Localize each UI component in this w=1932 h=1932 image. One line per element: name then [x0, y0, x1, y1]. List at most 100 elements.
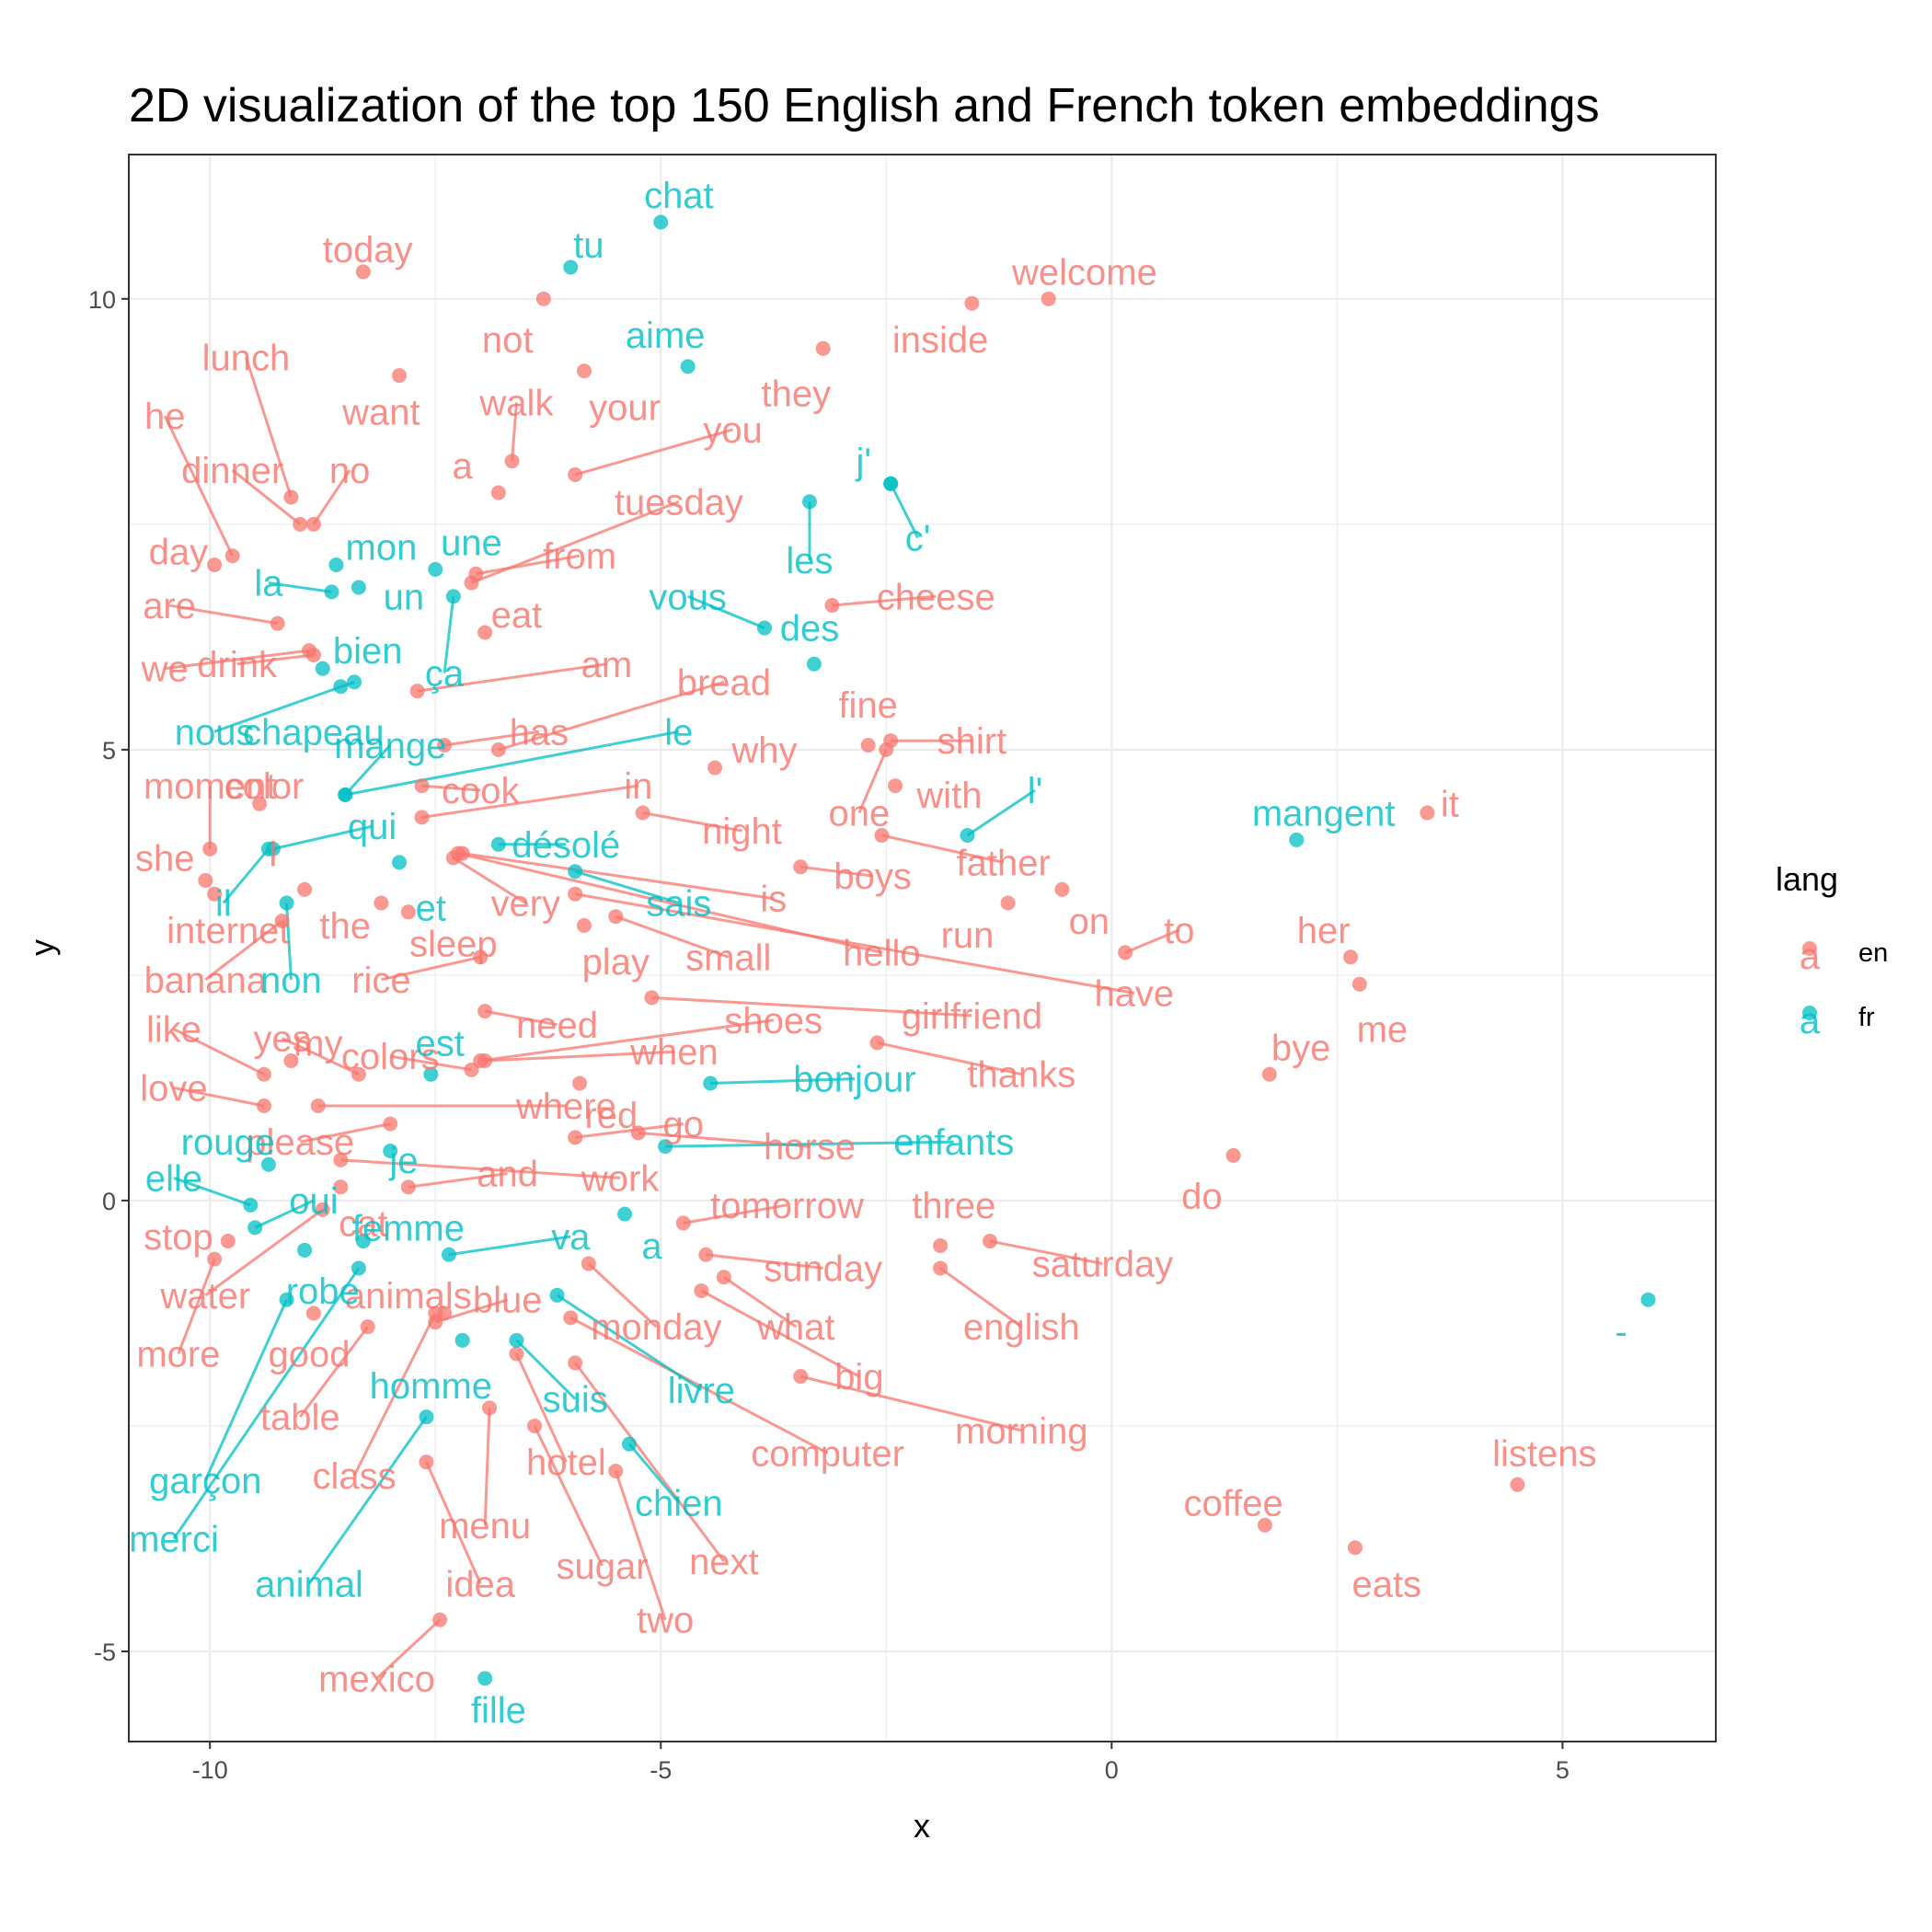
data-point-en — [527, 1418, 543, 1433]
data-point-fr — [563, 259, 579, 275]
point-label-en: blue — [473, 1281, 543, 1321]
label-connector — [222, 847, 270, 904]
data-point-en — [793, 1369, 809, 1385]
label-connector — [307, 1416, 428, 1585]
data-point-en — [1343, 949, 1359, 965]
point-label-en: is — [760, 880, 787, 920]
label-connector — [173, 1177, 251, 1207]
point-label-en: sugar — [557, 1547, 649, 1587]
label-connector — [453, 857, 527, 904]
point-label-fr: sais — [646, 883, 711, 924]
point-label-en: your — [589, 387, 661, 428]
point-label-en: stop — [144, 1217, 213, 1258]
point-label-en: lunch — [202, 339, 291, 379]
point-label-en: one — [829, 793, 891, 834]
label-connector — [168, 604, 278, 626]
data-point-fr — [568, 864, 583, 880]
point-label-fr: rouge — [181, 1122, 275, 1163]
label-connector — [1124, 928, 1180, 954]
label-connector — [299, 1122, 391, 1144]
data-point-en — [473, 949, 489, 965]
point-label-en: fine — [838, 685, 898, 726]
label-connector — [515, 1352, 568, 1463]
data-point-fr — [454, 1332, 470, 1348]
data-point-en — [1000, 895, 1016, 911]
point-label-en: today — [323, 230, 413, 270]
data-point-en — [608, 1463, 624, 1478]
label-connector — [710, 1077, 856, 1086]
point-label-en: english — [963, 1307, 1080, 1348]
point-label-fr: un — [384, 577, 425, 617]
data-point-fr — [260, 1156, 276, 1172]
point-label-fr: l' — [1028, 771, 1043, 811]
data-point-fr — [315, 661, 330, 676]
data-point-en — [504, 454, 520, 469]
label-connector — [340, 1158, 621, 1179]
data-point-en — [1510, 1477, 1525, 1492]
point-label-en: tuesday — [615, 482, 743, 523]
point-label-en: monday — [591, 1307, 721, 1348]
label-connector — [272, 824, 373, 851]
label-connector — [966, 788, 1036, 837]
label-connector — [480, 1018, 774, 1063]
point-label-en: like — [146, 1010, 201, 1051]
data-point-en — [224, 548, 240, 564]
point-label-fr: qui — [348, 807, 397, 847]
label-connector — [462, 852, 774, 901]
data-point-en — [464, 1062, 479, 1077]
point-label-fr: vous — [649, 577, 727, 617]
point-label-en: horse — [764, 1127, 856, 1167]
label-connector — [421, 784, 638, 819]
point-label-fr: merci — [129, 1519, 219, 1559]
data-point-fr — [279, 1292, 294, 1307]
point-label-en: good — [269, 1335, 351, 1375]
point-label-en: want — [341, 392, 420, 432]
point-label-en: two — [637, 1601, 694, 1641]
data-point-en — [333, 1179, 349, 1195]
data-point-en — [351, 1066, 366, 1082]
data-point-en — [888, 778, 903, 794]
point-label-en: eats — [1351, 1564, 1421, 1604]
data-point-en — [874, 827, 890, 843]
data-point-en — [707, 760, 723, 776]
point-label-en: you — [703, 410, 763, 451]
data-point-en — [568, 1130, 583, 1145]
point-label-en: yes — [253, 1019, 310, 1060]
label-connector — [281, 1037, 360, 1076]
point-label-en: girlfriend — [902, 996, 1042, 1037]
label-connector — [939, 1267, 1023, 1328]
data-point-en — [1118, 945, 1133, 960]
point-label-fr: femme — [352, 1208, 465, 1248]
data-point-en — [793, 859, 809, 875]
label-connector — [573, 1362, 726, 1562]
data-point-en — [207, 557, 223, 572]
label-connector — [448, 1235, 571, 1257]
data-point-en — [450, 845, 466, 861]
data-point-fr — [351, 1260, 366, 1276]
data-point-en — [252, 796, 268, 811]
point-label-en: with — [915, 776, 982, 816]
data-point-fr — [883, 476, 899, 491]
label-connector — [723, 1276, 798, 1328]
point-label-fr: livre — [668, 1371, 735, 1411]
data-point-en — [1420, 805, 1435, 821]
point-label-en: on — [1069, 902, 1110, 942]
data-point-en — [608, 909, 624, 925]
label-connector — [375, 1618, 442, 1680]
point-label-en: why — [730, 730, 797, 771]
data-point-en — [933, 1237, 949, 1253]
point-label-fr: suis — [543, 1380, 608, 1420]
data-point-en — [432, 1612, 448, 1627]
point-label-en: very — [490, 883, 560, 924]
data-point-en — [933, 1260, 949, 1276]
data-point-en — [1347, 1540, 1363, 1556]
data-point-en — [207, 1251, 223, 1267]
point-label-en: thanks — [967, 1055, 1075, 1096]
label-connector — [389, 1054, 472, 1072]
point-label-en: rice — [351, 960, 410, 1001]
point-label-en: banana — [144, 960, 268, 1001]
label-connector — [443, 730, 540, 747]
point-label-en: has — [510, 712, 569, 753]
point-label-fr: tu — [573, 225, 604, 266]
data-point-en — [274, 914, 290, 929]
